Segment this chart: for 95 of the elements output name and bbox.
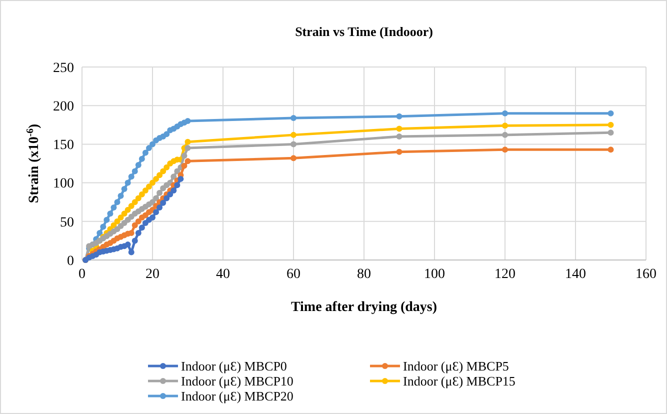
point: [107, 210, 114, 217]
y-tick-label: 50: [60, 215, 74, 230]
point: [608, 130, 614, 136]
point: [142, 150, 148, 156]
y-tick-label: 150: [53, 138, 74, 154]
point: [290, 132, 296, 138]
point: [396, 113, 402, 120]
x-axis-title: Time after drying (days): [290, 300, 438, 315]
x-tick-label: 120: [494, 267, 516, 282]
point: [181, 152, 188, 159]
point: [184, 138, 191, 145]
point: [132, 199, 138, 206]
point: [608, 110, 614, 116]
point: [146, 184, 152, 190]
x-tick-label: 40: [216, 267, 230, 282]
point: [153, 176, 160, 182]
point: [290, 141, 296, 148]
point: [121, 210, 128, 217]
point: [164, 164, 170, 170]
point: [132, 238, 138, 244]
point: [118, 192, 124, 199]
point: [608, 146, 614, 153]
point: [608, 122, 614, 128]
point: [138, 191, 145, 198]
point: [128, 202, 134, 209]
y-tick-label: 100: [53, 176, 74, 192]
point: [290, 114, 296, 121]
point: [290, 155, 296, 162]
point: [150, 180, 156, 186]
point: [502, 122, 508, 129]
point: [124, 242, 131, 248]
point: [164, 131, 170, 138]
point: [174, 182, 180, 188]
point: [181, 162, 188, 169]
x-tick-label: 80: [357, 267, 371, 282]
point: [138, 156, 145, 162]
point: [502, 146, 508, 153]
x-tick-label: 20: [146, 267, 160, 282]
point: [184, 145, 191, 152]
point: [100, 224, 106, 230]
point: [128, 174, 134, 180]
point: [124, 180, 131, 186]
point: [156, 190, 163, 196]
point: [142, 188, 148, 194]
point: [104, 216, 110, 223]
legend-label: Indoor (μƐ) MBCP20: [181, 388, 294, 404]
y-tick-label: 200: [53, 100, 74, 114]
point: [110, 204, 117, 211]
point: [150, 141, 156, 148]
x-tick-label: 60: [286, 267, 300, 282]
point: [170, 174, 177, 180]
point: [121, 186, 128, 192]
x-tick-label: 140: [565, 267, 586, 282]
point: [132, 222, 138, 228]
point: [135, 162, 142, 168]
point: [96, 230, 103, 236]
x-tick-label: 0: [78, 267, 86, 282]
point: [170, 188, 177, 194]
chart-title: Strain vs Time (Indooor): [295, 24, 433, 39]
point: [124, 206, 131, 213]
legend-label: Indoor (μƐ) MBCP10: [181, 374, 294, 389]
point: [184, 118, 191, 124]
point: [150, 199, 156, 206]
point: [135, 195, 142, 202]
x-tick-label: 100: [424, 267, 445, 282]
point: [135, 230, 142, 236]
point: [184, 158, 191, 164]
x-tick-label: 160: [636, 267, 656, 282]
point: [132, 168, 138, 174]
point: [164, 195, 170, 202]
point: [396, 133, 402, 140]
legend-label: Indoor (μƐ) MBCP15: [403, 374, 516, 389]
legend-label: Indoor (μƐ) MBCP5: [403, 358, 509, 374]
point: [396, 126, 402, 132]
point: [118, 214, 124, 221]
point: [167, 191, 174, 198]
point: [160, 168, 166, 174]
point: [156, 172, 163, 178]
legend-label: Indoor (μƐ) MBCP0: [181, 358, 287, 374]
point: [502, 110, 508, 116]
point: [153, 209, 160, 216]
point: [138, 224, 145, 231]
point: [114, 218, 120, 224]
point: [135, 218, 142, 224]
y-tick-label: 250: [53, 60, 74, 76]
point: [396, 148, 402, 155]
point: [178, 176, 184, 182]
y-tick-label: 0: [67, 254, 74, 269]
point: [146, 145, 152, 152]
point: [150, 214, 156, 221]
point: [156, 204, 163, 211]
point: [502, 132, 508, 138]
point: [160, 200, 166, 206]
point: [153, 195, 160, 202]
point: [114, 199, 120, 206]
